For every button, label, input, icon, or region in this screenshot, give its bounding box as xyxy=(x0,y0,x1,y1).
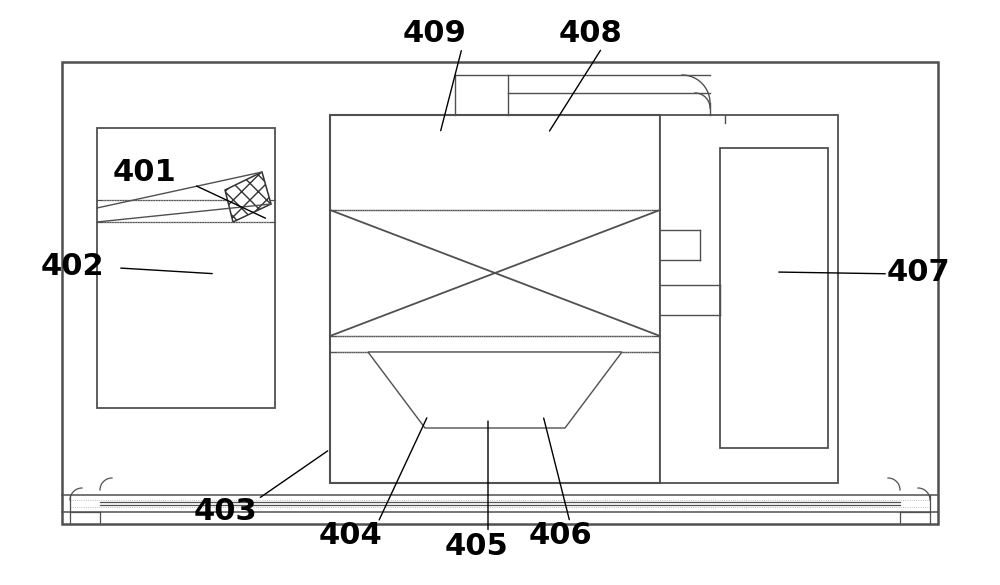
Text: 407: 407 xyxy=(886,257,950,287)
Text: 403: 403 xyxy=(193,497,257,526)
Bar xyxy=(337,122,653,476)
Text: 408: 408 xyxy=(558,19,622,49)
Bar xyxy=(726,154,822,442)
Text: 409: 409 xyxy=(403,19,467,49)
Polygon shape xyxy=(225,172,271,222)
Text: 406: 406 xyxy=(528,521,592,550)
Bar xyxy=(720,148,828,448)
Bar xyxy=(70,70,930,516)
Bar xyxy=(660,115,838,483)
Bar xyxy=(97,128,275,408)
Text: 401: 401 xyxy=(113,158,177,187)
Text: 402: 402 xyxy=(40,252,104,281)
Bar xyxy=(666,121,832,477)
Text: 404: 404 xyxy=(318,521,382,550)
Bar xyxy=(62,62,938,524)
Bar xyxy=(330,115,660,483)
Text: 405: 405 xyxy=(444,532,508,562)
Polygon shape xyxy=(368,352,622,428)
Bar xyxy=(103,134,269,402)
